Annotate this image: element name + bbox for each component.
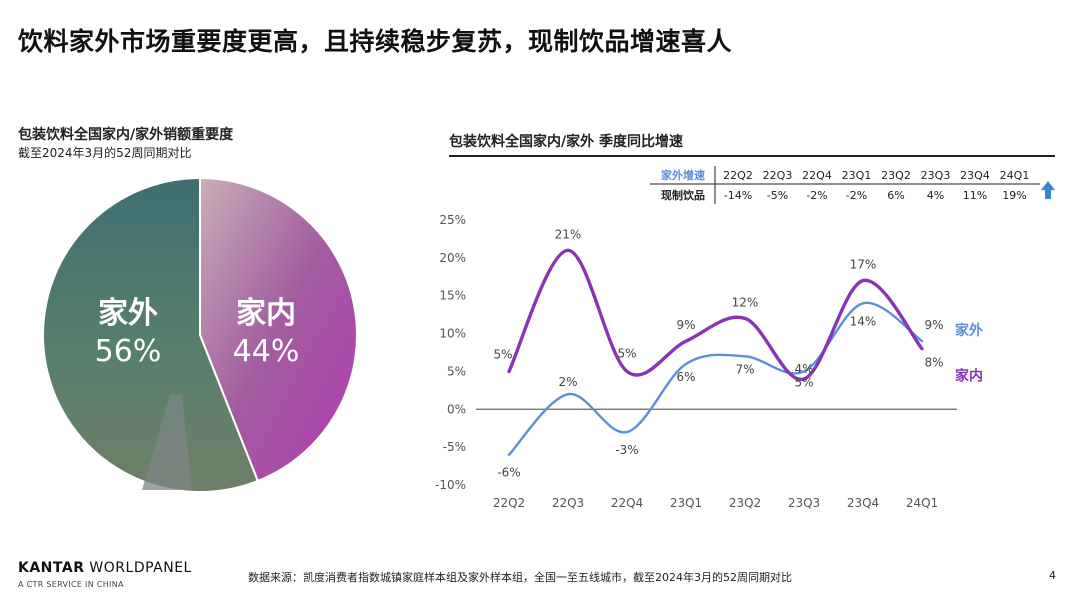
data-label-home: 9% [676,318,695,332]
data-label-out-of-home: 14% [850,314,877,328]
y-tick-label: 10% [439,327,466,341]
pie-value-home: 44% [233,334,300,369]
data-label-out-of-home: 6% [676,370,695,384]
data-label-home: 17% [850,258,877,272]
series-line-out-of-home [507,301,924,456]
pie-chart-title: 包装饮料全国家内/家外销额重要度 [18,127,234,143]
x-tick-label-24Q1: 24Q1 [906,496,938,510]
x-tick-label-22Q2: 22Q2 [493,496,525,510]
x-tick-label-22Q3: 22Q3 [552,496,584,510]
x-tick-label-23Q4: 23Q4 [847,496,879,510]
y-tick-label: 15% [439,289,466,303]
table-value-23Q1: -2% [846,189,867,202]
line-chart-title-rule [449,155,1055,157]
data-label-out-of-home: 5% [794,375,813,389]
table-value-23Q3: 4% [927,189,944,202]
pie-label-home: 家内 [236,296,296,331]
table-period-23Q4: 23Q4 [960,169,990,182]
source-note: 数据来源：凯度消费者指数城镇家庭样本组及家外样本组，全国一至五线城市，截至202… [248,571,792,584]
data-label-home: 8% [924,356,943,370]
pie-value-out-of-home: 56% [95,334,162,369]
x-tick-label-22Q4: 22Q4 [611,496,643,510]
y-tick-label: 20% [439,251,466,265]
series-name-home: 家内 [955,368,983,385]
logo-tagline: A CTR SERVICE IN CHINA [18,580,124,589]
road-texture [142,395,192,490]
series-line-home [507,248,924,381]
table-value-24Q1: 19% [1002,189,1026,202]
x-tick-label-23Q2: 23Q2 [729,496,761,510]
logo-thin: WORLDPANEL [84,560,192,576]
table-period-22Q2: 22Q2 [723,169,753,182]
pie-chart-subtitle: 截至2024年3月的52周同期对比 [18,146,192,160]
y-tick-label: 0% [447,402,466,416]
data-label-home: 5% [617,346,636,360]
y-tick-label: 25% [439,213,466,227]
table-value-23Q2: 6% [887,189,904,202]
data-label-out-of-home: 2% [558,375,577,389]
pie-slice-out-of-home [42,176,260,493]
x-tick-label-23Q1: 23Q1 [670,496,702,510]
data-label-out-of-home: 7% [735,362,754,376]
page-number: 4 [1049,569,1056,582]
data-label-out-of-home: 9% [924,318,943,332]
data-label-home: 21% [555,227,582,241]
table-header-label: 家外增速 [661,168,705,182]
kantar-logo: KANTAR WORLDPANEL [18,560,192,576]
page-title: 饮料家外市场重要度更高，且持续稳步复苏，现制饮品增速喜人 [18,27,733,56]
table-value-23Q4: 11% [963,189,987,202]
data-label-out-of-home: -3% [615,443,638,457]
table-row-label: 现制饮品 [661,188,705,202]
table-value-22Q3: -5% [767,189,788,202]
table-period-22Q3: 22Q3 [763,169,793,182]
data-label-home: 4% [794,362,813,376]
line-chart-title: 包装饮料全国家内/家外 季度同比增速 [449,134,683,150]
table-period-23Q3: 23Q3 [921,169,951,182]
pie-label-out-of-home: 家外 [98,296,158,331]
pie-slice-home [199,176,358,483]
table-period-23Q2: 23Q2 [881,169,911,182]
data-label-out-of-home: -6% [497,466,520,480]
table-period-24Q1: 24Q1 [1000,169,1030,182]
data-label-home: 5% [493,347,512,361]
y-tick-label: -10% [435,478,466,492]
arrow-up-icon [1041,181,1055,199]
table-period-23Q1: 23Q1 [842,169,872,182]
series-name-out-of-home: 家外 [955,322,983,339]
logo-bold: KANTAR [18,560,85,576]
x-tick-label-23Q3: 23Q3 [788,496,820,510]
data-label-home: 12% [732,295,759,309]
y-tick-label: 5% [447,364,466,378]
y-tick-label: -5% [443,440,466,454]
table-value-22Q4: -2% [806,189,827,202]
table-period-22Q4: 22Q4 [802,169,832,182]
table-value-22Q2: -14% [724,189,752,202]
